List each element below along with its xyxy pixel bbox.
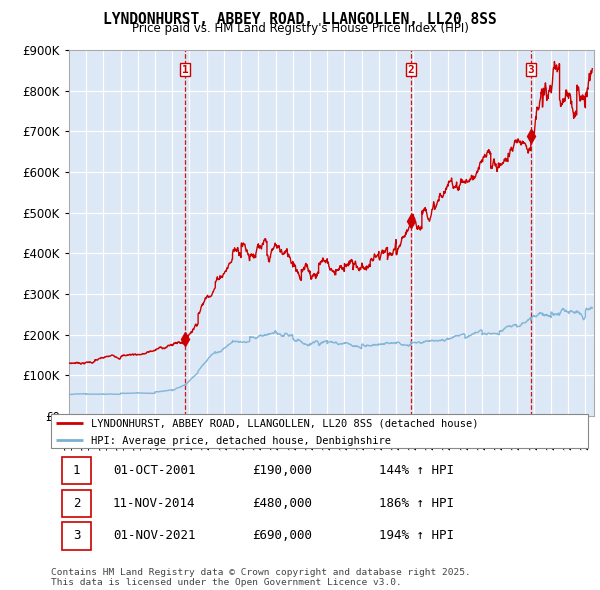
Text: 144% ↑ HPI: 144% ↑ HPI [379, 464, 454, 477]
Text: 2: 2 [407, 65, 414, 75]
Text: 186% ↑ HPI: 186% ↑ HPI [379, 497, 454, 510]
Text: 194% ↑ HPI: 194% ↑ HPI [379, 529, 454, 542]
Text: 3: 3 [73, 529, 80, 542]
Text: 01-NOV-2021: 01-NOV-2021 [113, 529, 195, 542]
Text: 2: 2 [73, 497, 80, 510]
Text: 1: 1 [73, 464, 80, 477]
Text: HPI: Average price, detached house, Denbighshire: HPI: Average price, detached house, Denb… [91, 435, 391, 445]
Text: 1: 1 [182, 65, 188, 75]
Text: 01-OCT-2001: 01-OCT-2001 [113, 464, 195, 477]
Text: £190,000: £190,000 [253, 464, 313, 477]
FancyBboxPatch shape [62, 522, 91, 550]
Text: LYNDONHURST, ABBEY ROAD, LLANGOLLEN, LL20 8SS (detached house): LYNDONHURST, ABBEY ROAD, LLANGOLLEN, LL2… [91, 419, 479, 429]
Text: £690,000: £690,000 [253, 529, 313, 542]
Text: LYNDONHURST, ABBEY ROAD, LLANGOLLEN, LL20 8SS: LYNDONHURST, ABBEY ROAD, LLANGOLLEN, LL2… [103, 12, 497, 27]
Text: 3: 3 [527, 65, 534, 75]
FancyBboxPatch shape [51, 414, 588, 448]
Text: Price paid vs. HM Land Registry's House Price Index (HPI): Price paid vs. HM Land Registry's House … [131, 22, 469, 35]
Text: 11-NOV-2014: 11-NOV-2014 [113, 497, 195, 510]
FancyBboxPatch shape [62, 490, 91, 517]
Text: £480,000: £480,000 [253, 497, 313, 510]
Text: Contains HM Land Registry data © Crown copyright and database right 2025.
This d: Contains HM Land Registry data © Crown c… [51, 568, 471, 587]
FancyBboxPatch shape [62, 457, 91, 484]
